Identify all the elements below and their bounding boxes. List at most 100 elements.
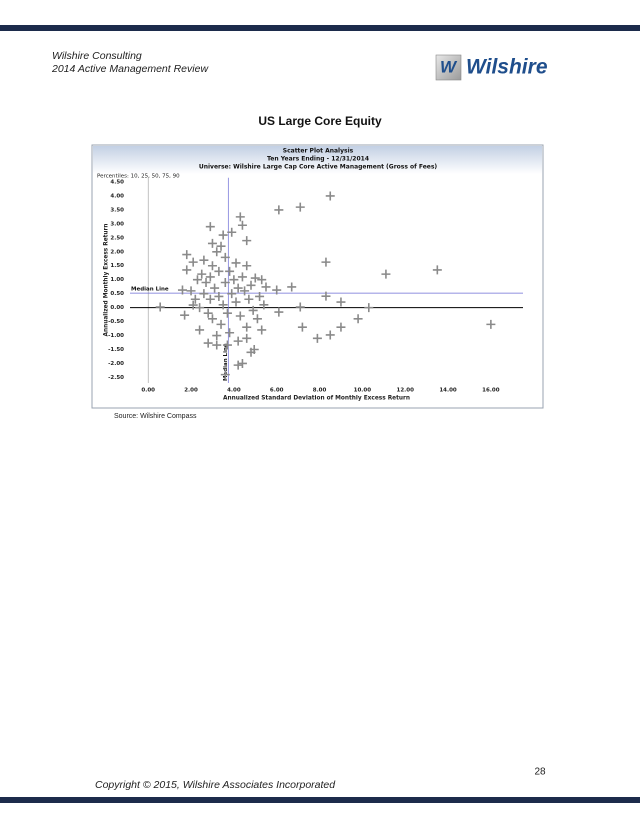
data-point: [229, 275, 239, 285]
data-point: [237, 358, 247, 368]
data-point: [180, 310, 190, 320]
y-tick-label: 3.50: [110, 207, 124, 213]
data-point: [249, 344, 259, 354]
x-tick-label: 6.00: [270, 388, 284, 394]
percentiles-note: Percentiles: 10, 25, 50, 75, 90: [97, 174, 180, 180]
data-point: [220, 252, 230, 262]
data-point: [195, 325, 205, 335]
data-point: [246, 280, 256, 290]
x-tick-label: 14.00: [439, 388, 457, 394]
data-point: [188, 300, 198, 310]
x-tick-label: 10.00: [354, 388, 372, 394]
data-point: [321, 291, 331, 301]
chart-title: Scatter Plot Analysis: [283, 148, 354, 155]
logo-icon: [435, 54, 462, 81]
data-point: [218, 300, 228, 310]
data-point: [220, 277, 230, 287]
data-point: [486, 319, 496, 329]
x-tick-label: 8.00: [313, 388, 327, 394]
data-point: [182, 265, 192, 275]
data-point: [250, 273, 260, 283]
data-point: [186, 286, 196, 296]
y-tick-label: 4.00: [110, 193, 124, 199]
data-point: [192, 275, 202, 285]
data-point: [274, 307, 284, 317]
data-point: [233, 336, 243, 346]
data-point: [205, 294, 215, 304]
data-point: [432, 265, 442, 275]
data-point: [212, 331, 222, 341]
data-point: [312, 333, 322, 343]
data-point: [222, 308, 232, 318]
data-point: [188, 257, 198, 267]
data-point: [240, 286, 250, 296]
chart-subtitle: Ten Years Ending - 12/31/2014: [267, 156, 369, 163]
logo-text: Wilshire: [466, 56, 548, 79]
data-point: [216, 319, 226, 329]
data-point: [248, 305, 258, 315]
data-point: [195, 303, 205, 313]
data-point: [259, 300, 269, 310]
y-tick-label: -0.50: [108, 319, 124, 325]
y-tick-label: 2.50: [110, 235, 124, 241]
data-point: [237, 220, 247, 230]
y-tick-label: -1.00: [108, 333, 124, 339]
y-tick-label: -2.50: [108, 375, 124, 381]
data-point: [231, 297, 241, 307]
data-point: [190, 294, 200, 304]
data-point: [214, 266, 224, 276]
data-point: [220, 370, 230, 380]
data-point: [212, 340, 222, 350]
data-point: [242, 333, 252, 343]
median-label: Median Line: [131, 287, 169, 293]
data-point: [242, 236, 252, 246]
page-title: US Large Core Equity: [258, 114, 382, 128]
data-point: [364, 303, 374, 313]
data-point: [231, 258, 241, 268]
data-point: [297, 322, 307, 332]
x-tick-label: 4.00: [227, 388, 241, 394]
x-tick-label: 0.00: [141, 388, 155, 394]
data-point: [235, 212, 245, 222]
data-point: [212, 247, 222, 257]
x-tick-label: 2.00: [184, 388, 198, 394]
data-point: [321, 257, 331, 267]
x-tick-label: 12.00: [397, 388, 415, 394]
data-point: [199, 289, 209, 299]
data-point: [218, 230, 228, 240]
y-tick-label: 1.00: [110, 277, 124, 283]
data-point: [177, 285, 187, 295]
median-label: Median Line: [223, 343, 229, 381]
data-point: [216, 241, 226, 251]
data-point: [252, 314, 262, 324]
data-point: [295, 202, 305, 212]
top-bar: [0, 25, 640, 31]
data-point: [199, 255, 209, 265]
data-point: [205, 222, 215, 232]
y-tick-label: 4.50: [110, 179, 124, 185]
data-point: [233, 283, 243, 293]
data-point: [255, 291, 265, 301]
data-point: [353, 314, 363, 324]
data-point: [201, 277, 211, 287]
page-number: 28: [534, 767, 546, 778]
y-axis-label: Annualized Monthly Excess Return: [104, 223, 110, 336]
x-tick-label: 16.00: [482, 388, 500, 394]
data-point: [227, 289, 237, 299]
data-point: [225, 328, 235, 338]
chart-header: [93, 146, 542, 174]
x-axis-label: Annualized Standard Deviation of Monthly…: [223, 396, 410, 402]
data-point: [207, 314, 217, 324]
y-tick-label: 1.50: [110, 263, 124, 269]
data-point: [244, 294, 254, 304]
data-point: [214, 291, 224, 301]
data-point: [203, 308, 213, 318]
data-point: [325, 191, 335, 201]
chart-frame: [91, 144, 544, 409]
data-point: [287, 282, 297, 292]
chart-universe: Universe: Wilshire Large Cap Core Active…: [199, 164, 438, 171]
data-point: [295, 302, 305, 312]
